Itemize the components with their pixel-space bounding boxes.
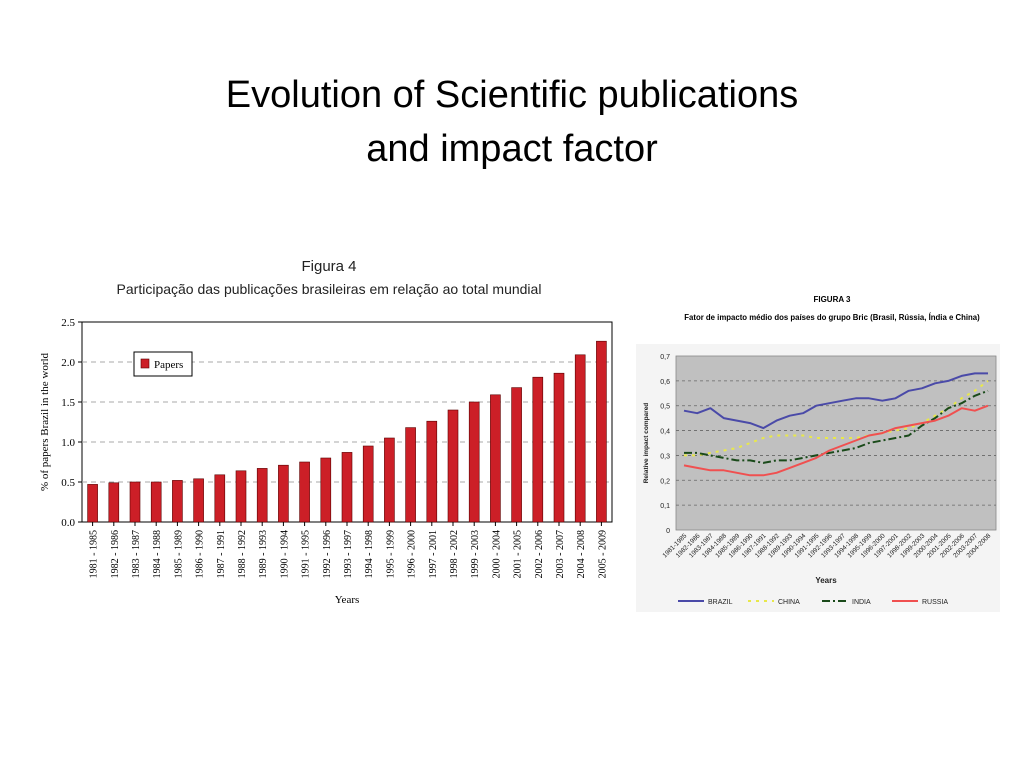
bar bbox=[405, 427, 416, 523]
y-tick-label: 1.0 bbox=[61, 437, 75, 449]
bar bbox=[447, 409, 459, 523]
x-tick-label: 1985 - 1989 bbox=[173, 530, 184, 578]
y-tick-label: 0,5 bbox=[660, 404, 670, 411]
slide-title-line-2: and impact factor bbox=[366, 128, 658, 170]
y-tick-label: 0,2 bbox=[660, 478, 670, 485]
x-axis-label: Years bbox=[335, 594, 360, 606]
x-tick-label: 1990 - 1994 bbox=[279, 530, 290, 578]
x-tick-label: 1991 - 1995 bbox=[301, 530, 312, 578]
x-tick-label: 2002 - 2006 bbox=[534, 530, 545, 578]
y-tick-label: 0,4 bbox=[660, 429, 670, 436]
bar bbox=[278, 464, 289, 523]
bar bbox=[384, 437, 395, 523]
x-tick-label: 1987 - 1991 bbox=[216, 530, 227, 578]
bar bbox=[426, 420, 438, 523]
chart-title: Figura 4 bbox=[301, 258, 356, 275]
x-tick-label: 1999 - 2003 bbox=[470, 530, 481, 578]
x-tick-label: 2003 - 2007 bbox=[555, 530, 566, 578]
bar bbox=[596, 340, 607, 523]
x-tick-label: 1984 - 1988 bbox=[152, 530, 163, 578]
bar bbox=[214, 474, 226, 523]
y-tick-label: 2.0 bbox=[61, 357, 75, 369]
x-tick-label: 1995 - 1999 bbox=[385, 530, 396, 578]
x-tick-label: 1994 - 1998 bbox=[364, 530, 375, 578]
bar bbox=[150, 481, 162, 523]
x-tick-label: 1982 - 1986 bbox=[110, 530, 121, 578]
legend-swatch bbox=[140, 358, 150, 369]
x-tick-label: 1997 - 2001 bbox=[428, 530, 439, 578]
x-tick-label: 1996 - 2000 bbox=[407, 530, 418, 578]
publications-bar-chart: Figura 4 Participação das publicações bra… bbox=[40, 258, 613, 606]
bar bbox=[256, 468, 268, 523]
bar bbox=[299, 461, 310, 523]
y-tick-label: 0.0 bbox=[61, 517, 75, 529]
x-tick-label: 2004 - 2008 bbox=[576, 530, 587, 578]
y-tick-label: 0,6 bbox=[660, 379, 670, 386]
x-tick-label: 1992 - 1996 bbox=[322, 530, 333, 578]
x-tick-label: 2005 - 2009 bbox=[597, 530, 608, 578]
x-tick-label: 1993 - 1997 bbox=[343, 530, 354, 578]
slide-title: Evolution of Scientific publications and… bbox=[0, 68, 1024, 176]
y-tick-label: 0,7 bbox=[660, 354, 670, 361]
chart-title: FIGURA 3 bbox=[813, 295, 851, 304]
x-tick-label: 1998 - 2002 bbox=[449, 530, 460, 578]
bar bbox=[193, 478, 204, 523]
x-tick-label: 1986 - 1990 bbox=[195, 530, 206, 578]
y-tick-label: 0 bbox=[666, 528, 670, 535]
x-tick-label: 1983 - 1987 bbox=[131, 530, 142, 578]
bar bbox=[129, 481, 141, 523]
plot-area bbox=[675, 355, 997, 531]
bar bbox=[362, 445, 374, 523]
series-line-russia bbox=[683, 404, 989, 477]
x-axis-label: Years bbox=[815, 576, 837, 585]
bar bbox=[574, 354, 586, 523]
bar bbox=[341, 452, 353, 523]
bar bbox=[553, 372, 565, 523]
bar bbox=[490, 394, 501, 523]
bar bbox=[172, 480, 183, 523]
y-tick-label: 0,1 bbox=[660, 503, 670, 510]
bar bbox=[511, 387, 522, 523]
bar bbox=[87, 484, 98, 523]
y-axis-label: % of papers Brazil in the world bbox=[40, 352, 51, 491]
y-axis-label: Relative impact compared bbox=[643, 403, 650, 484]
series-line-china bbox=[684, 380, 989, 457]
legend-label-china: CHINA bbox=[778, 599, 800, 606]
chart-subtitle: Participação das publicações brasileiras… bbox=[117, 281, 542, 297]
slide-title-line-1: Evolution of Scientific publications bbox=[225, 74, 799, 116]
x-tick-label: 2000 - 2004 bbox=[491, 530, 502, 578]
y-tick-label: 0,3 bbox=[660, 453, 670, 460]
bar bbox=[532, 376, 544, 523]
bar bbox=[320, 457, 332, 523]
chart-subtitle: Fator de impacto médio dos países do gru… bbox=[684, 313, 980, 322]
legend-label-brazil: BRAZIL bbox=[708, 599, 733, 606]
bar bbox=[235, 470, 247, 523]
bar bbox=[108, 482, 120, 523]
legend-label-india: INDIA bbox=[852, 599, 871, 606]
series-line-india bbox=[684, 389, 989, 464]
x-tick-label: 1981 - 1985 bbox=[89, 530, 100, 578]
x-tick-label: 1989 - 1993 bbox=[258, 530, 269, 578]
legend-label-russia: RUSSIA bbox=[922, 599, 948, 606]
y-tick-label: 0.5 bbox=[61, 477, 75, 489]
series-line-brazil bbox=[683, 372, 988, 430]
impact-factor-line-chart: FIGURA 3 Fator de impacto médio dos paíse… bbox=[636, 295, 1000, 612]
legend-label: Papers bbox=[154, 359, 183, 371]
y-tick-label: 1.5 bbox=[61, 397, 75, 409]
y-tick-label: 2.5 bbox=[61, 317, 75, 329]
x-tick-label: 2001 - 2005 bbox=[513, 530, 524, 578]
x-tick-label: 1988 - 1992 bbox=[237, 530, 248, 578]
bar bbox=[468, 401, 480, 523]
